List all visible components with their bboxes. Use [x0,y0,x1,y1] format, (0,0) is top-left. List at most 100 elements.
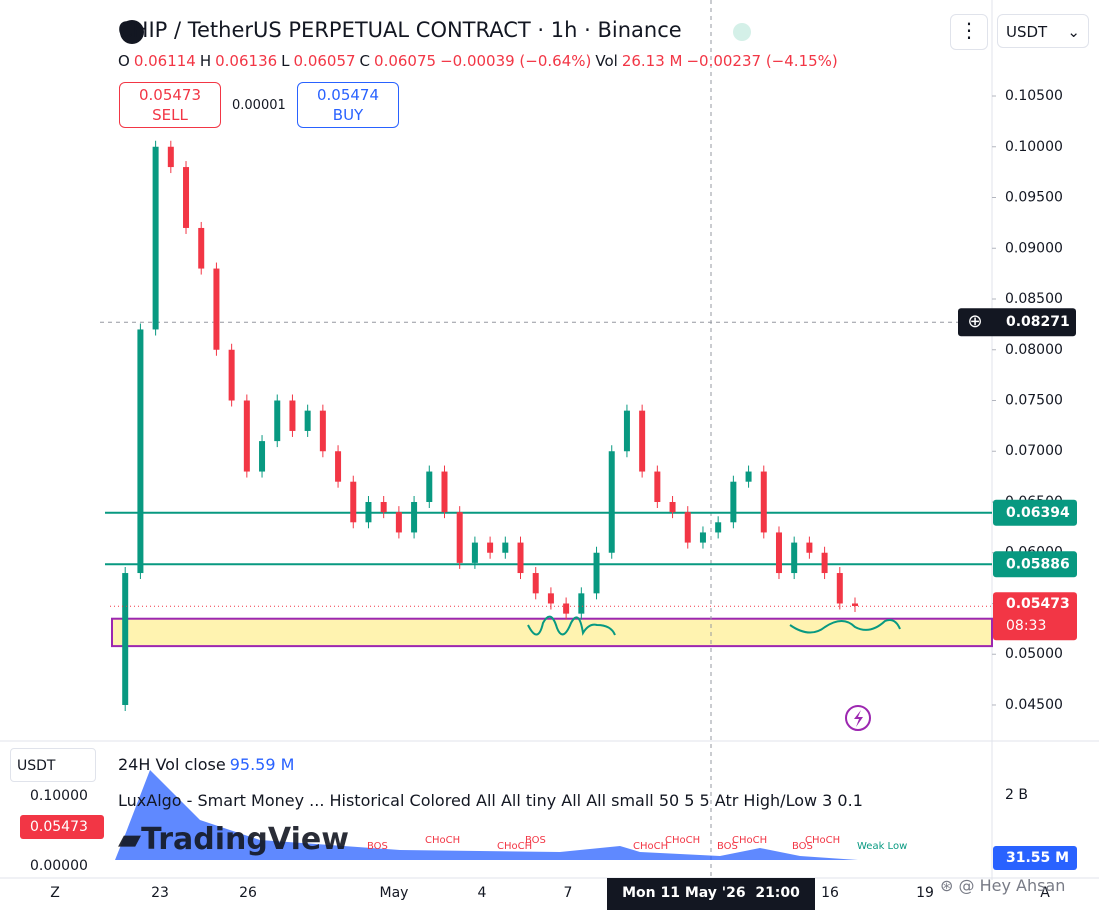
smc-label: BOS [367,841,388,852]
sell-label: SELL [152,106,188,124]
ohlc-value: 0.06057 [293,52,356,70]
candle [623,410,630,452]
sell-price: 0.05473 [138,86,202,104]
candle [350,481,357,523]
smc-label: CHoCH [665,835,700,846]
smc-label: BOS [717,841,738,852]
ohlc-value: 0.06114 [133,52,196,70]
y-tick-label: 0.09000 [1005,240,1063,256]
candle [517,542,524,574]
ohlc-key: H [199,52,212,70]
currency-select[interactable]: USDT ⌄ [997,14,1089,48]
panel-right-tick: 2 B [1005,787,1028,803]
smc-label: CHoCH [425,835,460,846]
candle [608,451,615,553]
candle [411,501,418,533]
candle [760,471,767,533]
ohlc-key: O [118,52,130,70]
panel-right-bg [993,846,1077,870]
y-tick-label: 0.07000 [1005,443,1063,459]
time-label-bg [607,878,815,910]
candle [380,501,387,513]
candle [563,603,570,614]
vol-title: 24H Vol close [118,755,226,774]
level-label-bg [993,499,1077,526]
drawing [527,615,616,636]
symbol-icon [120,20,144,44]
panel-tick: 0.10000 [30,788,88,804]
x-tick-label: 23 [151,885,169,901]
smc-label: CHoCH [497,841,532,852]
x-tick-label: 4 [478,885,487,901]
more-button[interactable]: ⋮ [950,14,988,50]
zone [111,617,993,648]
vol-value: 26.13 M [621,52,683,70]
candle [654,471,661,502]
spread: 0.00001 [232,98,286,113]
crosshair-label-bg [958,308,1076,337]
candle [365,501,372,523]
y-tick-label: 0.05000 [1005,646,1063,662]
y-tick-label: 0.10000 [1005,139,1063,155]
logo-text: TradingView [141,822,349,857]
candle [441,471,448,513]
change: −0.00039 (−0.64%) [440,52,592,70]
x-tick-label: 26 [239,885,257,901]
candle [669,501,676,513]
candle [578,593,585,614]
sell-button[interactable]: 0.05473 SELL [119,82,221,128]
candle [532,573,539,594]
logo: ▰TradingView [118,822,349,857]
smc-label: BOS [792,841,813,852]
candle [806,542,813,553]
ohlc-key: L [281,52,290,70]
status-dot [733,23,751,41]
panel-tick: 0.05473 [30,819,88,835]
currency: USDT [1006,23,1048,41]
candle [547,593,554,604]
volume-area [115,770,858,860]
candle [699,532,706,543]
candle [593,552,600,594]
buy-button[interactable]: 0.05474 BUY [297,82,399,128]
vol-key: Vol [595,52,618,70]
candle [730,481,737,523]
candle [852,603,858,607]
candle [152,146,159,330]
candle [167,146,174,168]
crosshair-plus: ⊕ [967,311,982,332]
candle [213,268,220,350]
smc-label: CHoCH [732,835,767,846]
level-label-bg [993,551,1077,578]
candle [426,471,433,502]
smc-label: CHoCH [633,841,668,852]
candle [289,400,296,431]
vol-total: 95.59 M [229,755,295,774]
alert-icon [845,705,871,731]
candle [487,542,494,553]
candle [137,329,144,574]
x-tick-label: 16 [821,885,839,901]
symbol-title[interactable]: CHIP / TetherUS PERPETUAL CONTRACT · 1h … [118,18,682,42]
y-tick-label: 0.07500 [1005,392,1063,408]
drawing [789,619,901,634]
last-price: 0.05473 [1006,596,1070,612]
candle [791,542,798,574]
candle [395,512,402,533]
candle [639,410,646,472]
candle [821,552,828,574]
vol-row: 24H Vol close 95.59 M [118,755,294,774]
vol-change: −0.00237 (−4.15%) [686,52,838,70]
crosshair-price: 0.08271 [1006,314,1070,330]
y-tick-label: 0.10500 [1005,88,1063,104]
x-tick-label: May [380,885,409,901]
x-tick-label: Mon 11 May '26 21:00 [622,885,800,901]
x-tick-label: 7 [564,885,573,901]
ohlc-value: 0.06136 [215,52,278,70]
buy-price: 0.05474 [316,86,380,104]
last-price-bg [993,592,1077,641]
watermark: ⊛ @ Hey Ahsan [940,876,1066,895]
panel-currency[interactable]: USDT [10,748,96,782]
